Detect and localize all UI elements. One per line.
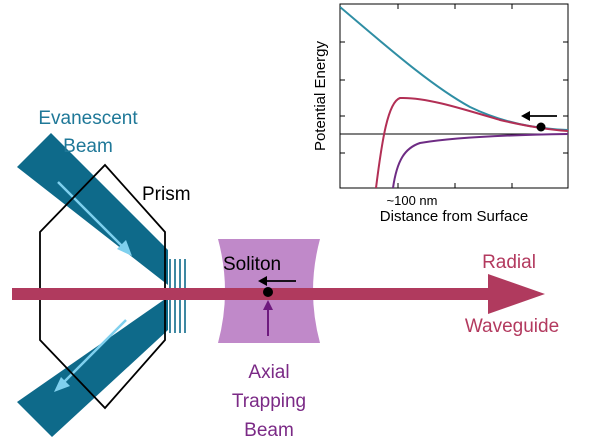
incoming-beam-arrow bbox=[57, 181, 132, 256]
soliton-dot bbox=[263, 287, 273, 297]
evanescent-beam-label-line2: Beam bbox=[63, 136, 113, 157]
outgoing-evanescent-beam bbox=[17, 297, 168, 437]
axial-label-line2: Trapping bbox=[232, 391, 306, 412]
outgoing-beam-arrow bbox=[54, 319, 127, 392]
waveguide-label: Waveguide bbox=[465, 316, 559, 337]
inset-particle-dot bbox=[536, 122, 546, 132]
axial-trap-force-arrow bbox=[263, 300, 273, 336]
barrier-potential-curve bbox=[375, 96, 568, 188]
potential-energy-inset: Potential Energy Distance from Surface ~… bbox=[312, 3, 569, 225]
axial-label-line3: Beam bbox=[244, 420, 294, 441]
incoming-evanescent-beam bbox=[17, 133, 168, 285]
evanescent-beam bbox=[17, 133, 168, 437]
inset-distance-annotation: ~100 nm bbox=[387, 193, 438, 208]
evanescent-beam-label-line1: Evanescent bbox=[38, 108, 138, 129]
soliton-label: Soliton bbox=[223, 254, 281, 275]
prism-outline bbox=[39, 163, 166, 410]
prism-label: Prism bbox=[142, 184, 191, 205]
inset-y-axis-label: Potential Energy bbox=[312, 40, 329, 151]
radial-waveguide-beam bbox=[12, 274, 545, 314]
inset-ticks bbox=[340, 4, 568, 188]
soliton-motion-arrow bbox=[258, 276, 296, 286]
axial-label-line1: Axial bbox=[248, 362, 289, 383]
radial-label: Radial bbox=[482, 252, 536, 273]
inset-x-axis-label: Distance from Surface bbox=[380, 208, 528, 225]
inset-motion-arrow bbox=[521, 111, 557, 121]
inset-plot-frame bbox=[339, 3, 569, 189]
attractive-potential-curve bbox=[392, 133, 568, 188]
